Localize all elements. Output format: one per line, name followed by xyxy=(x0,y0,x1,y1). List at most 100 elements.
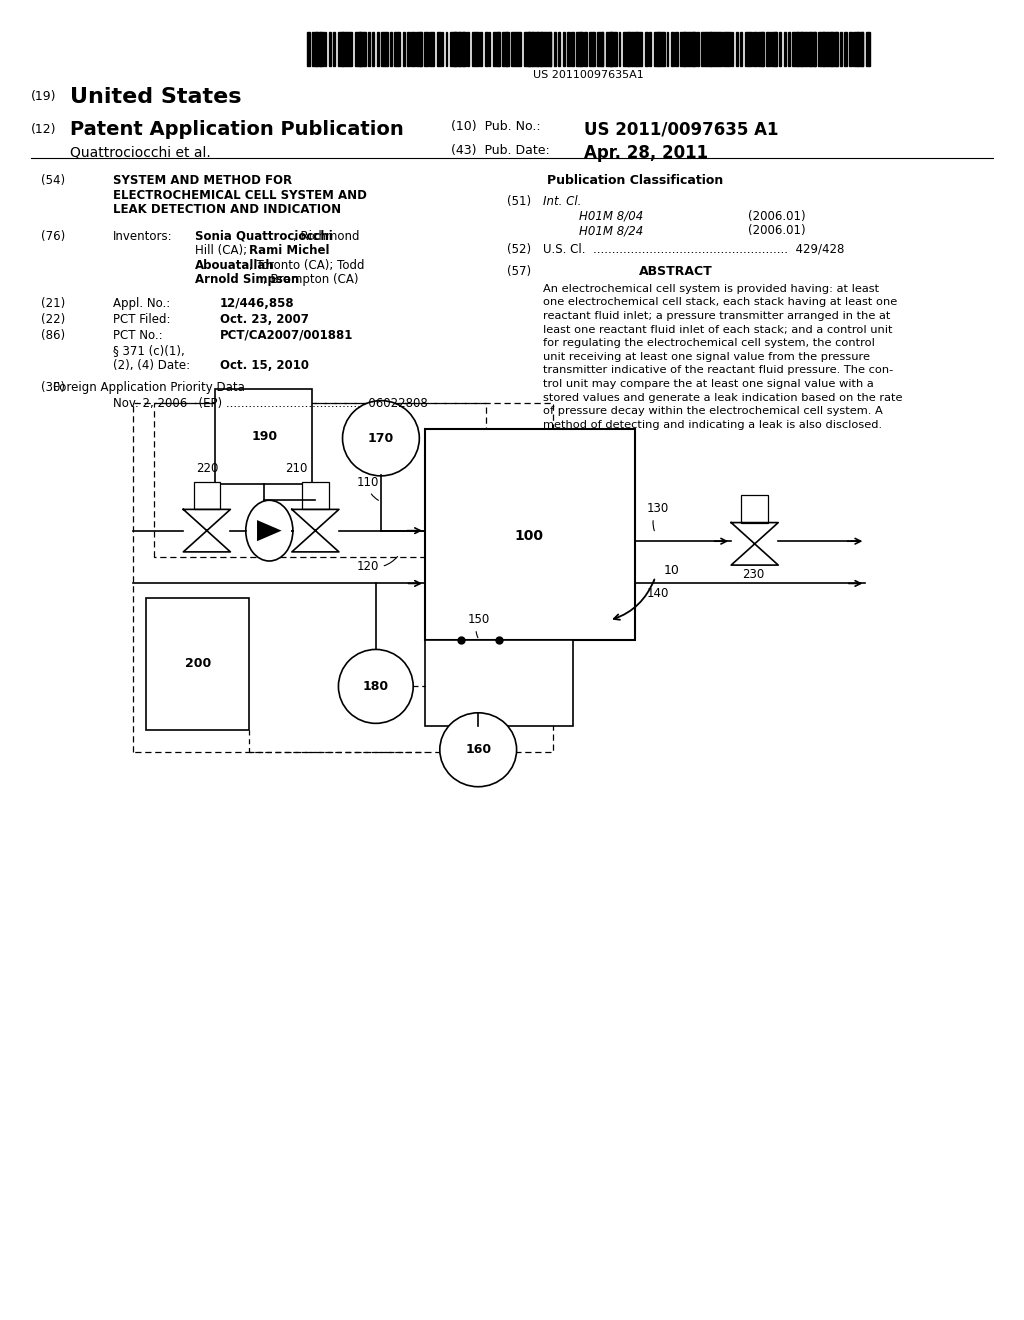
Text: 10: 10 xyxy=(664,564,680,577)
Text: (12): (12) xyxy=(31,123,56,136)
Bar xyxy=(146,598,249,730)
Bar xyxy=(507,32,509,66)
Bar xyxy=(350,32,351,66)
Bar xyxy=(494,32,499,66)
Text: 120: 120 xyxy=(356,557,397,573)
Bar xyxy=(783,32,786,66)
Text: Hill (CA);: Hill (CA); xyxy=(195,244,251,257)
Bar xyxy=(346,32,351,66)
Bar xyxy=(532,32,539,66)
Bar xyxy=(524,32,529,66)
Bar xyxy=(758,32,764,66)
Bar xyxy=(571,32,573,66)
Bar xyxy=(476,32,479,66)
Text: (2006.01): (2006.01) xyxy=(748,224,805,238)
Bar xyxy=(385,32,388,66)
Bar xyxy=(502,32,507,66)
Text: Int. Cl.: Int. Cl. xyxy=(543,195,581,209)
Bar xyxy=(355,32,360,66)
Bar xyxy=(372,32,374,66)
Text: 110: 110 xyxy=(356,475,379,500)
Bar xyxy=(793,32,798,66)
Bar xyxy=(554,32,556,66)
Text: Patent Application Publication: Patent Application Publication xyxy=(70,120,403,139)
Bar xyxy=(398,32,400,66)
Text: Oct. 15, 2010: Oct. 15, 2010 xyxy=(220,359,309,372)
Bar xyxy=(381,32,385,66)
Bar xyxy=(589,32,593,66)
Text: (19): (19) xyxy=(31,90,56,103)
Bar xyxy=(528,32,534,66)
Bar xyxy=(333,32,335,66)
Bar xyxy=(359,32,365,66)
Text: 230: 230 xyxy=(742,568,765,581)
Bar xyxy=(558,32,560,66)
Bar xyxy=(302,482,329,510)
Bar xyxy=(766,32,770,66)
Text: 100: 100 xyxy=(515,529,544,543)
Bar xyxy=(706,32,711,66)
Bar xyxy=(771,32,775,66)
Text: , Richmond: , Richmond xyxy=(293,230,359,243)
Bar xyxy=(585,32,587,66)
Text: Arnold Simpson: Arnold Simpson xyxy=(195,273,299,286)
Bar xyxy=(368,32,370,66)
Bar xyxy=(581,32,583,66)
Bar xyxy=(519,32,521,66)
Text: Apr. 28, 2011: Apr. 28, 2011 xyxy=(584,144,708,162)
Bar xyxy=(459,32,464,66)
Bar xyxy=(822,32,826,66)
Bar xyxy=(723,32,727,66)
Bar xyxy=(667,32,668,66)
Text: Appl. No.:: Appl. No.: xyxy=(113,297,170,310)
Bar xyxy=(741,495,768,523)
Bar xyxy=(715,32,720,66)
Bar xyxy=(697,32,698,66)
Text: (54): (54) xyxy=(41,174,66,187)
Bar xyxy=(441,32,443,66)
Text: 200: 200 xyxy=(184,657,211,671)
Bar xyxy=(541,32,545,66)
Bar xyxy=(567,32,570,66)
Bar xyxy=(394,32,398,66)
Bar xyxy=(498,32,500,66)
Bar xyxy=(445,32,447,66)
Bar xyxy=(750,32,752,66)
Bar xyxy=(420,32,422,66)
Bar xyxy=(658,32,663,66)
Bar xyxy=(680,32,684,66)
Text: § 371 (c)(1),: § 371 (c)(1), xyxy=(113,345,184,358)
Bar xyxy=(593,32,595,66)
Bar xyxy=(329,32,331,66)
Text: , Toronto (CA); Todd: , Toronto (CA); Todd xyxy=(249,259,365,272)
Bar xyxy=(831,32,837,66)
Text: PCT No.:: PCT No.: xyxy=(113,329,162,342)
Bar xyxy=(676,32,678,66)
Text: SYSTEM AND METHOD FOR: SYSTEM AND METHOD FOR xyxy=(113,174,292,187)
Text: US 2011/0097635 A1: US 2011/0097635 A1 xyxy=(584,120,778,139)
Text: United States: United States xyxy=(70,87,241,107)
Bar xyxy=(801,32,805,66)
Bar xyxy=(515,32,519,66)
Bar xyxy=(797,32,802,66)
Bar xyxy=(732,32,733,66)
Bar xyxy=(806,32,811,66)
Text: ELECTROCHEMICAL CELL SYSTEM AND: ELECTROCHEMICAL CELL SYSTEM AND xyxy=(113,189,367,202)
Text: H01M 8/04: H01M 8/04 xyxy=(579,210,643,223)
Bar xyxy=(480,32,482,66)
Bar xyxy=(402,32,406,66)
Circle shape xyxy=(246,500,293,561)
Bar xyxy=(614,32,616,66)
Bar xyxy=(550,32,551,66)
Bar xyxy=(693,32,696,66)
Bar xyxy=(563,32,565,66)
Text: 190: 190 xyxy=(251,430,278,444)
Text: LEAK DETECTION AND INDICATION: LEAK DETECTION AND INDICATION xyxy=(113,203,341,216)
Text: ABSTRACT: ABSTRACT xyxy=(639,265,713,279)
Bar xyxy=(606,32,612,66)
Text: Rami Michel: Rami Michel xyxy=(249,244,329,257)
Bar xyxy=(620,32,621,66)
Ellipse shape xyxy=(338,649,413,723)
Text: 160: 160 xyxy=(465,743,492,756)
Bar xyxy=(840,32,842,66)
